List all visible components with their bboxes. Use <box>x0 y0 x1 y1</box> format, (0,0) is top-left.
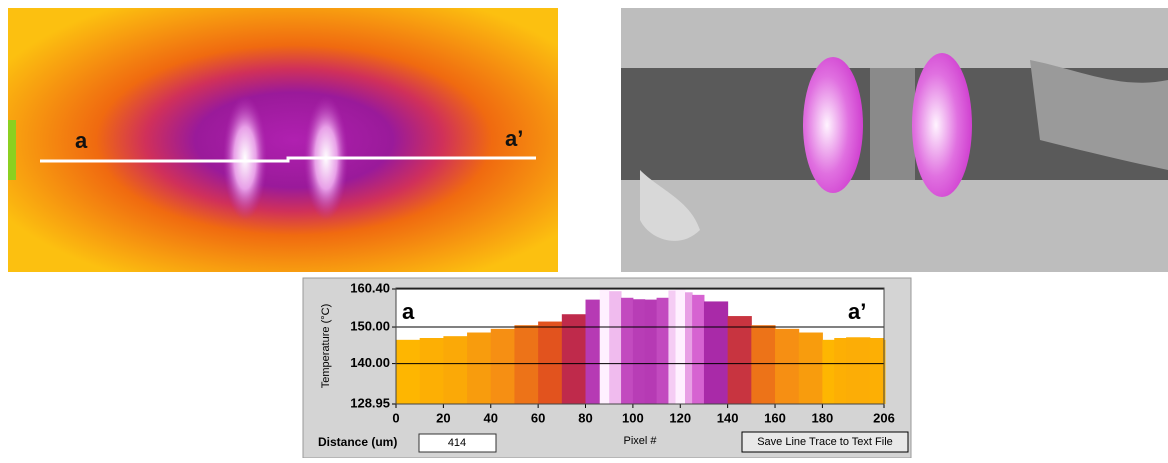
profile-segment <box>396 339 421 404</box>
controls <box>418 431 909 453</box>
profile-segment <box>609 291 622 404</box>
y-tick-label: 140.00 <box>350 355 390 370</box>
profile-segment <box>685 292 693 404</box>
y-tick-label: 160.40 <box>350 280 390 295</box>
grayscale-image <box>621 8 1168 272</box>
profile-segment <box>727 316 752 404</box>
profile-segment <box>798 332 823 404</box>
trace-label: a’ <box>505 126 523 151</box>
trace-label: a <box>75 128 88 153</box>
save-button[interactable]: Save Line Trace to Text File <box>757 436 893 448</box>
profile-segment <box>538 321 563 404</box>
x-tick-label: 160 <box>764 410 786 425</box>
profile-segment <box>443 336 468 404</box>
profile-segment <box>490 328 515 404</box>
x-tick-label: 180 <box>812 410 834 425</box>
x-tick-label: 20 <box>436 410 450 425</box>
profile-segment <box>632 299 646 404</box>
x-tick-label: 140 <box>717 410 739 425</box>
profile-segment <box>514 325 539 404</box>
plot: 128.95 140.00 150.00 160.40 0 20 40 60 80 100 120 1… <box>320 280 895 446</box>
x-tick-label: 40 <box>484 410 498 425</box>
x-tick-label: 120 <box>669 410 691 425</box>
x-tick-label: 206 <box>873 410 895 425</box>
profile-segment <box>692 294 705 404</box>
y-tick-label: 128.95 <box>350 395 390 410</box>
x-tick-label: 0 <box>392 410 399 425</box>
thermal-image: a a’ <box>8 8 558 272</box>
x-tick-label: 60 <box>531 410 545 425</box>
profile-segment <box>644 299 658 404</box>
profile-segment <box>822 339 835 404</box>
distance-label: Distance (um) <box>318 435 397 449</box>
profile-segment <box>668 290 677 404</box>
distance-value: 414 <box>448 437 466 449</box>
profile-segment <box>675 289 686 404</box>
profile-segment <box>419 337 444 404</box>
profile-segment <box>846 337 871 404</box>
trace-label: a <box>402 299 415 324</box>
profile-segment <box>656 297 669 404</box>
y-axis-label: Temperature (°C) <box>320 304 332 388</box>
x-tick-label: 100 <box>622 410 644 425</box>
profile-segment <box>621 297 634 404</box>
plot-frame <box>395 287 885 405</box>
profile-segment <box>884 339 886 404</box>
profile-segment <box>834 337 847 404</box>
profile-segment <box>751 325 776 404</box>
y-tick-label: 150.00 <box>350 318 390 333</box>
profile-segment <box>869 337 885 404</box>
profile-segment <box>599 289 610 404</box>
x-axis-label: Pixel # <box>623 435 657 447</box>
save-button-frame[interactable] <box>741 431 909 453</box>
profile-segment <box>585 299 601 404</box>
profile-segment <box>775 328 800 404</box>
x-tick-label: 80 <box>578 410 592 425</box>
trace-label: a’ <box>848 299 866 324</box>
profile-segment <box>561 314 587 404</box>
profile-segment <box>703 301 729 404</box>
profile-segment <box>467 332 492 404</box>
